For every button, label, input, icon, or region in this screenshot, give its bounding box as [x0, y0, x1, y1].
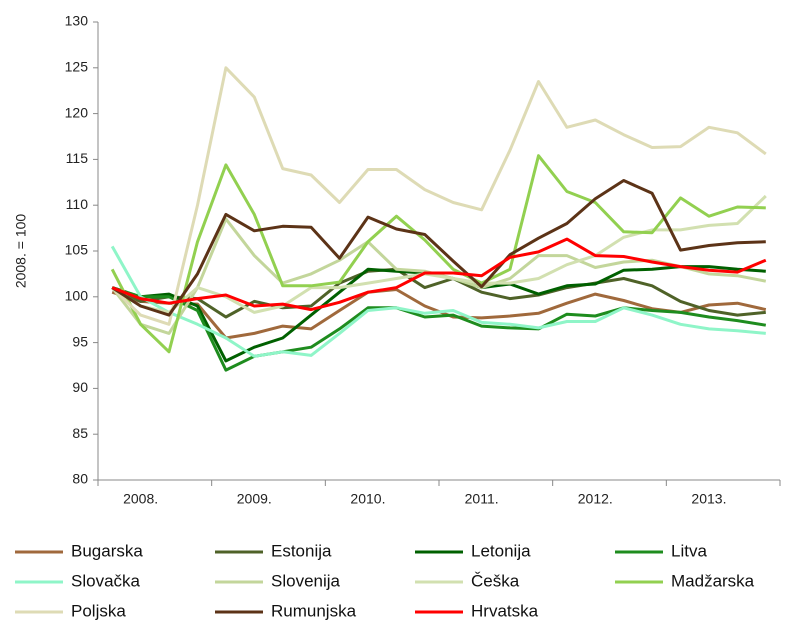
y-tick-label: 95	[72, 333, 88, 349]
x-tick-label: 2013.	[691, 491, 726, 507]
y-tick-label: 105	[65, 242, 89, 258]
series-line	[111, 237, 767, 312]
series-line	[111, 265, 766, 363]
series-line	[110, 245, 766, 358]
y-tick-label: 120	[65, 104, 89, 120]
series-line	[111, 286, 767, 372]
legend-label: Bugarska	[71, 541, 143, 560]
legend-label: Madžarska	[671, 571, 755, 590]
series-line	[110, 154, 766, 354]
legend-label: Hrvatska	[471, 601, 539, 620]
series-line	[111, 267, 766, 319]
legend-label: Rumunjska	[271, 601, 357, 620]
x-tick-label: 2011.	[465, 491, 499, 507]
y-tick-label: 130	[65, 13, 89, 29]
y-tick-label: 100	[65, 288, 89, 304]
y-tick-label: 85	[72, 425, 88, 441]
legend-label: Slovenija	[271, 571, 341, 590]
series-line	[111, 179, 766, 317]
legend-label: Poljska	[71, 601, 126, 620]
series-line	[111, 66, 767, 326]
y-tick-label: 90	[72, 379, 88, 395]
legend-label: Letonija	[471, 541, 531, 560]
x-tick-label: 2012.	[578, 491, 613, 507]
y-tick-label: 80	[72, 471, 88, 487]
x-tick-label: 2010.	[350, 491, 385, 507]
y-tick-label: 125	[65, 59, 89, 75]
legend-label: Slovačka	[71, 571, 141, 590]
legend-label: Litva	[671, 541, 707, 560]
x-tick-label: 2009.	[237, 491, 272, 507]
y-axis-label: 2008. = 100	[13, 214, 29, 289]
legend-label: Estonija	[271, 541, 332, 560]
x-tick-label: 2008.	[123, 491, 158, 507]
y-tick-label: 110	[66, 196, 89, 212]
y-tick-label: 115	[66, 150, 89, 166]
legend-label: Češka	[471, 571, 520, 590]
